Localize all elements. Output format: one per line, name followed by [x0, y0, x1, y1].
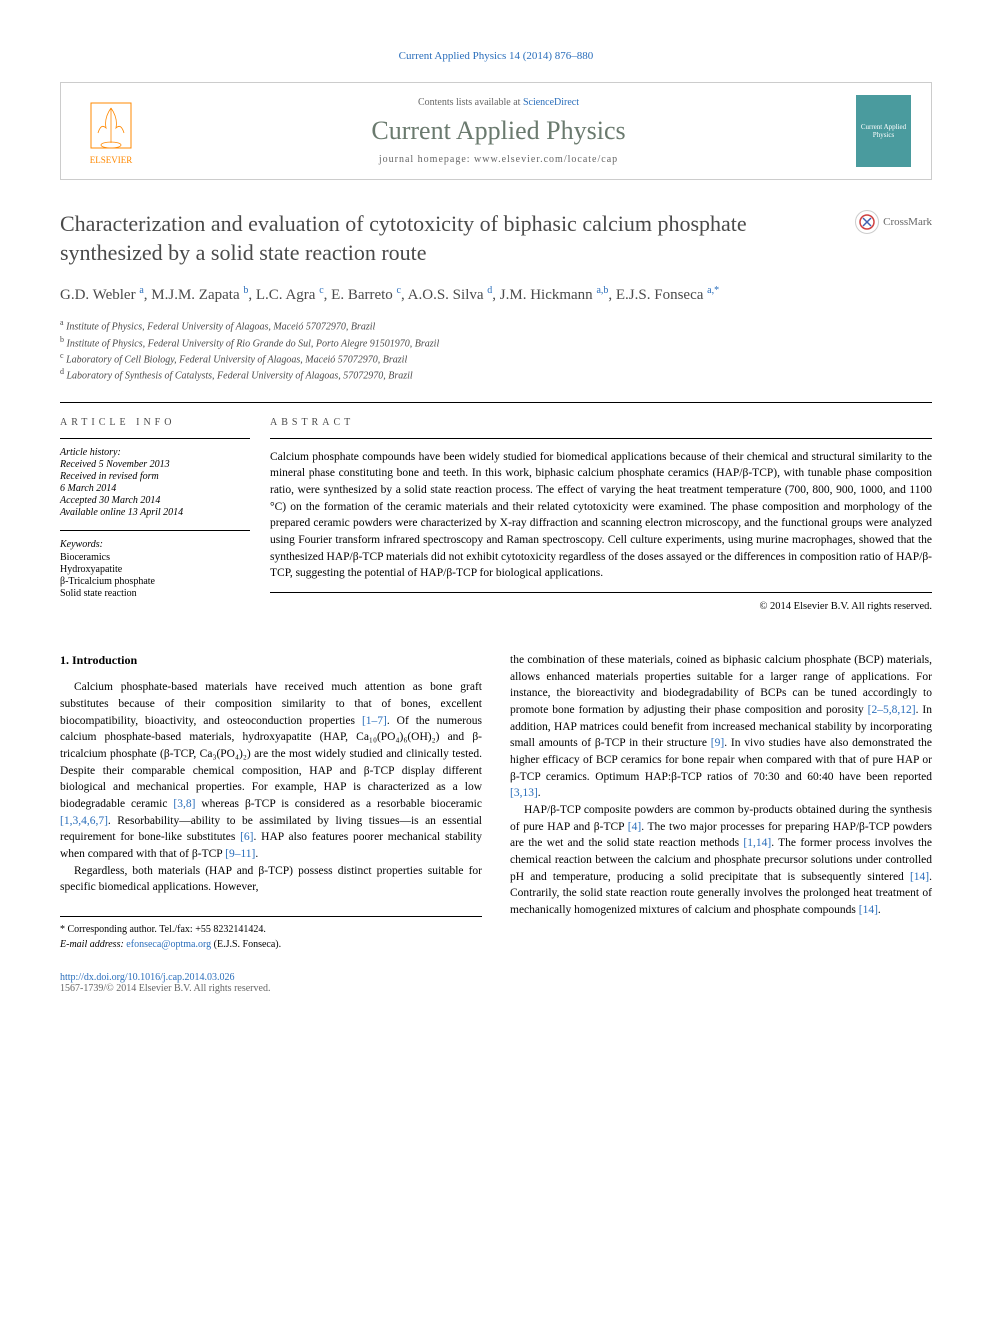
- keywords-label: Keywords:: [60, 539, 250, 550]
- article-info-column: ARTICLE INFO Article history: Received 5…: [60, 417, 270, 612]
- contents-line: Contents lists available at ScienceDirec…: [141, 97, 856, 108]
- abstract-text: Calcium phosphate compounds have been wi…: [270, 438, 932, 593]
- history-item: Available online 13 April 2014: [60, 507, 250, 518]
- corresponding-author: * Corresponding author. Tel./fax: +55 82…: [60, 916, 482, 952]
- text-span: whereas β-TCP is considered as a resorba…: [195, 798, 482, 810]
- journal-name: Current Applied Physics: [141, 116, 856, 146]
- email-suffix: (E.J.S. Fonseca).: [211, 939, 281, 950]
- reference-link[interactable]: [9]: [711, 737, 724, 749]
- text-span: . Of the numerous calcium phosphate-base…: [60, 715, 482, 810]
- text-span: .: [878, 904, 881, 916]
- keyword: β-Tricalcium phosphate: [60, 576, 250, 587]
- keyword: Solid state reaction: [60, 588, 250, 599]
- reference-link[interactable]: [3,8]: [173, 798, 195, 810]
- copyright-line: © 2014 Elsevier B.V. All rights reserved…: [270, 601, 932, 612]
- crossmark-label: CrossMark: [883, 216, 932, 228]
- publisher-logo: ELSEVIER: [81, 96, 141, 166]
- citation-line: Current Applied Physics 14 (2014) 876–88…: [60, 50, 932, 62]
- abstract-header: ABSTRACT: [270, 417, 932, 428]
- homepage-prefix: journal homepage:: [379, 154, 474, 165]
- contents-prefix: Contents lists available at: [418, 97, 523, 108]
- body-columns: 1. Introduction Calcium phosphate-based …: [60, 652, 932, 952]
- reference-link[interactable]: [14]: [910, 871, 929, 883]
- article-title: Characterization and evaluation of cytot…: [60, 210, 855, 267]
- history-item: Received 5 November 2013: [60, 459, 250, 470]
- doi-link[interactable]: http://dx.doi.org/10.1016/j.cap.2014.03.…: [60, 972, 932, 983]
- reference-link[interactable]: [6]: [240, 831, 253, 843]
- keyword: Bioceramics: [60, 552, 250, 563]
- authors-list: G.D. Webler a, M.J.M. Zapata b, L.C. Agr…: [60, 285, 932, 304]
- abstract-column: ABSTRACT Calcium phosphate compounds hav…: [270, 417, 932, 612]
- history-item: Received in revised form: [60, 471, 250, 482]
- history-label: Article history:: [60, 447, 250, 458]
- crossmark-icon: [855, 210, 879, 234]
- email-link[interactable]: efonseca@optma.org: [126, 939, 211, 950]
- reference-link[interactable]: [3,13]: [510, 787, 538, 799]
- journal-header: ELSEVIER Contents lists available at Sci…: [60, 82, 932, 180]
- paragraph: the combination of these materials, coin…: [510, 652, 932, 802]
- email-label: E-mail address:: [60, 939, 126, 950]
- sciencedirect-link[interactable]: ScienceDirect: [523, 97, 579, 108]
- section-heading: 1. Introduction: [60, 652, 482, 669]
- footer-info: http://dx.doi.org/10.1016/j.cap.2014.03.…: [60, 972, 932, 994]
- keywords-block: Keywords: Bioceramics Hydroxyapatite β-T…: [60, 530, 250, 599]
- issn-copyright: 1567-1739/© 2014 Elsevier B.V. All right…: [60, 983, 932, 994]
- journal-cover: Current Applied Physics: [856, 95, 911, 167]
- reference-link[interactable]: [2–5,8,12]: [868, 704, 916, 716]
- text-span: .: [255, 848, 258, 860]
- keyword: Hydroxyapatite: [60, 564, 250, 575]
- homepage-line: journal homepage: www.elsevier.com/locat…: [141, 154, 856, 165]
- reference-link[interactable]: [9–11]: [225, 848, 255, 860]
- article-history: Article history: Received 5 November 201…: [60, 438, 250, 518]
- affiliations-list: a Institute of Physics, Federal Universi…: [60, 318, 932, 381]
- paragraph: HAP/β-TCP composite powders are common b…: [510, 802, 932, 919]
- header-center: Contents lists available at ScienceDirec…: [141, 97, 856, 165]
- body-left-column: 1. Introduction Calcium phosphate-based …: [60, 652, 482, 952]
- corresponding-label: * Corresponding author. Tel./fax: +55 82…: [60, 923, 482, 938]
- crossmark-badge[interactable]: CrossMark: [855, 210, 932, 234]
- reference-link[interactable]: [4]: [628, 821, 641, 833]
- reference-link[interactable]: [1,14]: [743, 837, 771, 849]
- body-right-column: the combination of these materials, coin…: [510, 652, 932, 952]
- reference-link[interactable]: [1–7]: [362, 715, 387, 727]
- history-item: 6 March 2014: [60, 483, 250, 494]
- history-item: Accepted 30 March 2014: [60, 495, 250, 506]
- reference-link[interactable]: [1,3,4,6,7]: [60, 815, 108, 827]
- publisher-name: ELSEVIER: [90, 155, 133, 165]
- text-span: .: [538, 787, 541, 799]
- homepage-url[interactable]: www.elsevier.com/locate/cap: [474, 154, 618, 165]
- article-info-header: ARTICLE INFO: [60, 417, 250, 428]
- paragraph: Regardless, both materials (HAP and β-TC…: [60, 863, 482, 896]
- reference-link[interactable]: [14]: [859, 904, 878, 916]
- elsevier-tree-icon: [86, 98, 136, 153]
- paragraph: Calcium phosphate-based materials have r…: [60, 679, 482, 862]
